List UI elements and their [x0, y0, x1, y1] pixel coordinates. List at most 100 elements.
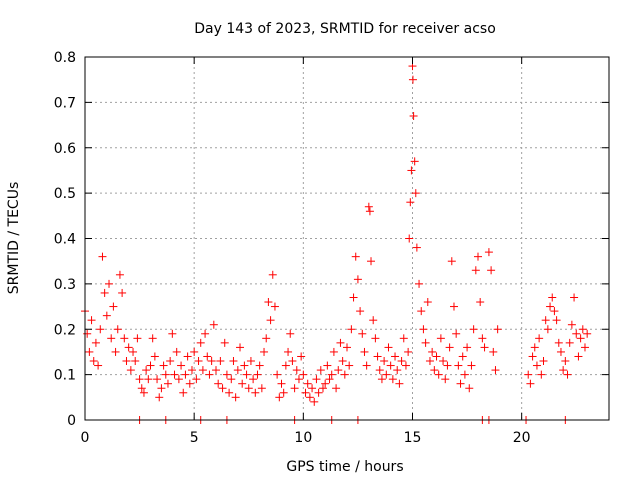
data-points [81, 62, 592, 424]
x-tick-label: 20 [513, 430, 531, 446]
data-point [425, 357, 434, 366]
data-point [131, 357, 140, 366]
data-point [405, 234, 414, 243]
data-point [111, 347, 120, 356]
data-point [421, 338, 430, 347]
data-point [360, 347, 369, 356]
data-point [266, 316, 275, 325]
data-point [161, 370, 170, 379]
data-point [244, 384, 253, 393]
data-point [395, 379, 404, 388]
data-point [343, 343, 351, 352]
data-point [489, 347, 498, 356]
data-point [321, 379, 330, 388]
data-point [139, 388, 148, 397]
data-point [251, 388, 260, 397]
data-point [89, 357, 98, 366]
data-point [185, 379, 194, 388]
data-point [124, 343, 133, 352]
data-point [183, 352, 192, 361]
data-point [107, 334, 116, 343]
data-point [170, 370, 179, 379]
data-point [318, 384, 327, 393]
data-point [294, 375, 303, 384]
data-point [380, 357, 389, 366]
y-tick-label: 0.4 [54, 232, 76, 248]
data-point [572, 329, 581, 338]
data-point [279, 388, 288, 397]
data-point [303, 379, 312, 388]
data-point [83, 329, 92, 338]
data-point [419, 325, 428, 334]
data-point [187, 366, 196, 375]
data-point [220, 338, 229, 347]
data-point [528, 352, 537, 361]
data-point [231, 393, 240, 402]
data-point [148, 334, 157, 343]
data-point [469, 325, 478, 334]
data-point [91, 338, 100, 347]
data-point [142, 366, 151, 375]
data-point [449, 302, 458, 311]
data-point [218, 384, 227, 393]
data-point [484, 248, 493, 257]
data-point [364, 202, 373, 211]
data-point [345, 361, 354, 370]
data-point [179, 388, 188, 397]
data-point [382, 370, 391, 379]
data-point [87, 316, 96, 325]
data-point [137, 384, 146, 393]
data-point [105, 279, 114, 288]
x-tick-label: 0 [81, 430, 90, 446]
data-point [334, 366, 343, 375]
data-point [423, 298, 432, 307]
data-point [443, 361, 452, 370]
data-point [565, 338, 574, 347]
data-point [480, 343, 489, 352]
data-point [126, 366, 135, 375]
x-axis-title: GPS time / hours [286, 459, 403, 475]
data-point [270, 302, 279, 311]
data-point [281, 361, 290, 370]
data-point [491, 366, 500, 375]
data-point [233, 366, 242, 375]
data-point [316, 366, 325, 375]
data-point [471, 266, 480, 275]
data-point [434, 370, 443, 379]
data-point [535, 334, 544, 343]
data-point [574, 352, 583, 361]
data-point [327, 370, 336, 379]
data-point [194, 357, 203, 366]
data-point [268, 270, 277, 279]
data-point [225, 388, 234, 397]
data-point [487, 266, 496, 275]
data-point [113, 325, 122, 334]
data-point [397, 357, 406, 366]
data-point [349, 293, 358, 302]
data-point [576, 334, 585, 343]
data-point [253, 370, 262, 379]
data-point [351, 252, 360, 261]
data-point [207, 357, 216, 366]
y-axis-title: SRMTID / TECUs [6, 182, 22, 295]
data-point [96, 325, 105, 334]
data-point [94, 361, 103, 370]
data-point [532, 361, 541, 370]
data-point [570, 293, 579, 302]
data-point [367, 257, 376, 266]
y-tick-label: 0.1 [54, 368, 76, 384]
data-point [583, 329, 592, 338]
data-point [290, 384, 299, 393]
data-point [550, 307, 559, 316]
data-point [277, 379, 286, 388]
data-point [409, 111, 418, 120]
data-point [196, 338, 205, 347]
data-point [377, 375, 386, 384]
data-point [229, 357, 238, 366]
data-point [411, 189, 420, 198]
data-point [393, 366, 402, 375]
data-point [242, 370, 251, 379]
data-point [386, 361, 395, 370]
data-point [526, 379, 535, 388]
data-point [432, 352, 441, 361]
